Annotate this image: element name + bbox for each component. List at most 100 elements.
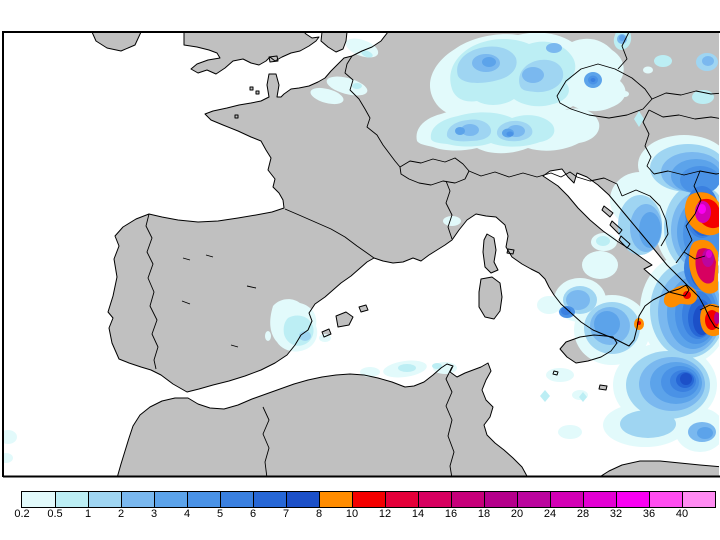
- precip-area: [326, 76, 368, 96]
- precip-area: [680, 373, 692, 385]
- precip-area: [3, 430, 17, 444]
- precip-area: [546, 43, 562, 53]
- border-albania-macedonia: [683, 251, 706, 260]
- colorbar-tick: [88, 492, 89, 507]
- river-marks-spain: [181, 254, 257, 348]
- colorbar-tick: [253, 492, 254, 507]
- border-portugal-spain: [145, 213, 159, 370]
- precip-area: [299, 331, 311, 341]
- border-hungary-croatia: [653, 170, 719, 176]
- precip-area: [455, 127, 465, 135]
- precip-area: [620, 410, 676, 438]
- colorbar-tick: [55, 492, 56, 507]
- colorbar-tick: [649, 492, 650, 507]
- precip-area: [352, 83, 362, 89]
- colorbar-label: 1: [84, 508, 92, 520]
- precip-area: [579, 392, 587, 402]
- border-slovakia-hungary: [648, 109, 719, 120]
- colorbar-tick: [286, 492, 287, 507]
- colorbar-segment: [550, 492, 583, 507]
- border-layer: [145, 32, 719, 476]
- colorbar-tick: [187, 492, 188, 507]
- colorbar-segment: [253, 492, 286, 507]
- colorbar-label: 28: [576, 508, 590, 520]
- colorbar-label: 36: [642, 508, 656, 520]
- precip-layer: [3, 32, 719, 463]
- precip-area: [482, 57, 496, 67]
- colorbar-tick: [682, 492, 683, 507]
- colorbar-label: 7: [282, 508, 290, 520]
- colorbar-label: 18: [477, 508, 491, 520]
- border-bosnia: [621, 189, 669, 247]
- precip-area: [558, 425, 582, 439]
- colorbar-segment: [121, 492, 154, 507]
- precip-area: [540, 390, 550, 402]
- colorbar-segment: [187, 492, 220, 507]
- colorbar-segment: [88, 492, 121, 507]
- precip-area: [310, 87, 344, 105]
- border-germany-poland: [617, 32, 630, 70]
- precip-area: [319, 334, 331, 342]
- colorbar-tick: [352, 492, 353, 507]
- map-frame: [2, 31, 720, 478]
- border-france-italy: [445, 180, 453, 240]
- precip-area: [506, 131, 514, 137]
- precip-area: [361, 50, 373, 58]
- precip-area: [594, 311, 620, 337]
- colorbar-label: 32: [609, 508, 623, 520]
- precip-area: [265, 331, 271, 341]
- precip-area: [283, 315, 314, 346]
- colorbar-label: 14: [411, 508, 425, 520]
- border-morocco-algeria: [262, 406, 270, 476]
- colorbar-segment: [583, 492, 616, 507]
- colorbar-tick: [517, 492, 518, 507]
- colorbar-label: 6: [249, 508, 257, 520]
- border-france-germany: [344, 55, 401, 168]
- colorbar-label: 0.2: [14, 508, 30, 520]
- colorbar-label: 20: [510, 508, 524, 520]
- precip-area: [561, 307, 571, 315]
- border-switzerland: [399, 157, 470, 186]
- border-spain-france: [284, 208, 375, 259]
- precip-area: [566, 290, 590, 310]
- colorbar-segment: [649, 492, 682, 507]
- precip-area: [546, 368, 574, 382]
- precip-area: [443, 216, 461, 226]
- border-algeria-tunisia: [445, 366, 455, 476]
- colorbar-label: 3: [150, 508, 158, 520]
- border-albania-greece: [699, 304, 719, 311]
- precip-core: [683, 291, 691, 299]
- colorbar-segment: [220, 492, 253, 507]
- colorbar-label: 2: [117, 508, 125, 520]
- colorbar-segment: [418, 492, 451, 507]
- colorbar-segment: [517, 492, 550, 507]
- colorbar-tick: [319, 492, 320, 507]
- colorbar-segment: [55, 492, 88, 507]
- colorbar-label: 40: [675, 508, 689, 520]
- precip-area: [639, 212, 661, 248]
- colorbar-segment: [352, 492, 385, 507]
- colorbar-tick: [550, 492, 551, 507]
- border-serbia-montenegro: [675, 213, 696, 264]
- colorbar-tick: [484, 492, 485, 507]
- colorbar-tick: [121, 492, 122, 507]
- colorbar-segment: [451, 492, 484, 507]
- colorbar-label: 5: [216, 508, 224, 520]
- colorbar-segment: [484, 492, 517, 507]
- precip-area: [634, 111, 644, 127]
- border-croatia-serbia: [693, 170, 702, 215]
- precip-area: [432, 363, 442, 369]
- colorbar-label: 8: [315, 508, 323, 520]
- colorbar-segment: [154, 492, 187, 507]
- precip-area: [596, 236, 610, 246]
- precip-core: [714, 312, 719, 324]
- precip-core: [706, 250, 712, 258]
- precip-area: [522, 67, 544, 83]
- colorbar-segment: [22, 492, 55, 507]
- colorbar-segment: [319, 492, 352, 507]
- colorbar-tick: [418, 492, 419, 507]
- precip-area: [697, 427, 713, 439]
- precip-area: [360, 367, 380, 377]
